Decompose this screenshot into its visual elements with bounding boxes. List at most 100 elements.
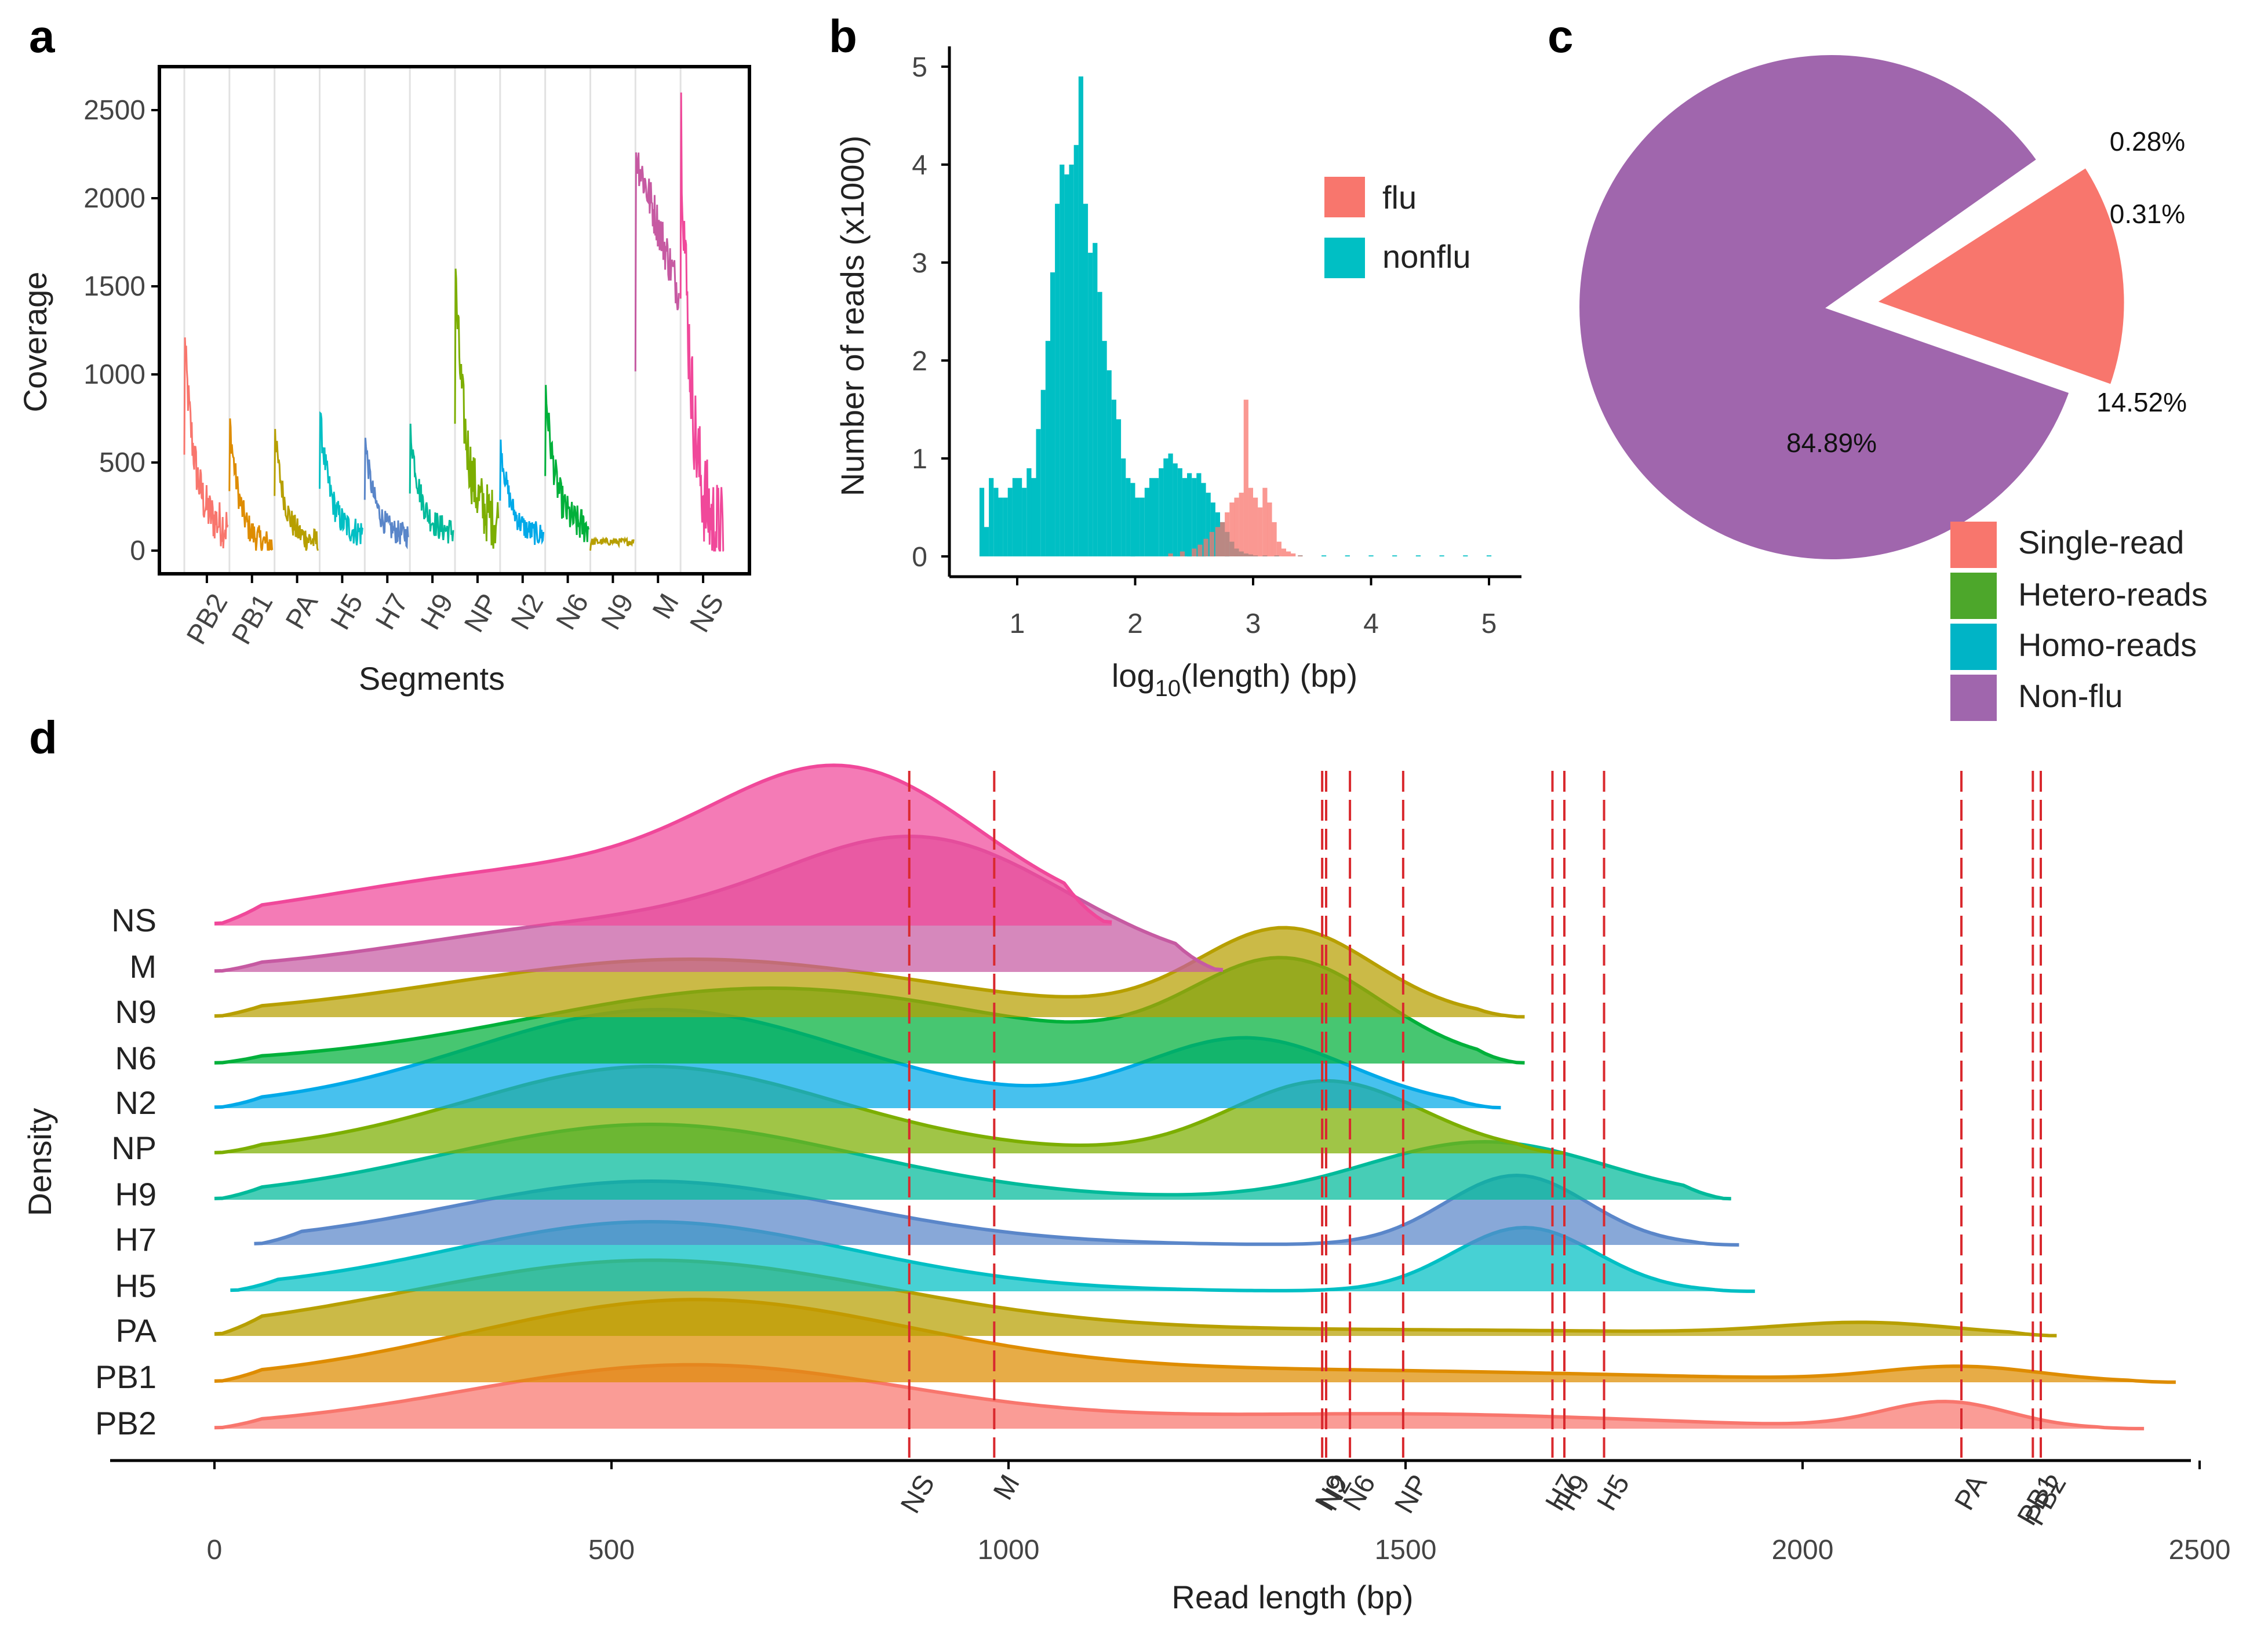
coverage-line-ns	[679, 92, 725, 552]
coverage-xtick-label-np: NP	[458, 589, 504, 638]
histogram-bar-nonflu	[1069, 165, 1074, 556]
histogram-bar-nonflu	[979, 487, 985, 556]
histogram-bar-nonflu	[1055, 203, 1060, 557]
coverage-x-title: Segments	[359, 660, 505, 697]
histogram-y-ticks: 0 1 2 3 4 5	[912, 52, 949, 573]
histogram-bar-nonflu	[1210, 502, 1215, 556]
histogram-bar-flu	[1262, 487, 1268, 556]
coverage-xtick-label-pa: PA	[280, 589, 324, 635]
histogram-bar-flu	[1203, 538, 1208, 556]
legend-label-single-read: Single-read	[2018, 524, 2184, 560]
histogram-bar-nonflu	[1088, 253, 1093, 557]
histogram-bar-flu	[1215, 527, 1220, 556]
histogram-bar-flu	[1197, 544, 1203, 556]
histogram-bar-nonflu	[1045, 341, 1050, 556]
coverage-xtick-label-h9: H9	[415, 589, 460, 635]
histogram-bar-nonflu	[1026, 468, 1032, 556]
ridge-area-n9	[214, 927, 1525, 1017]
ridgeline-xtick-label: 0	[207, 1535, 223, 1565]
histogram-bar-nonflu	[1192, 478, 1197, 556]
ridgeline-xtick-label: 1500	[1375, 1535, 1437, 1565]
histogram-bar-nonflu	[1177, 468, 1182, 556]
coverage-gridlines	[183, 67, 682, 574]
read-class-pie: 0.28% 0.31% 14.52% 84.89% Single-read He…	[1574, 49, 2208, 721]
ridge-line-n9	[214, 926, 1525, 1019]
panel-label-c: c	[1548, 10, 1574, 62]
coverage-line-n2	[499, 439, 545, 545]
ridge-row-label-m: M	[129, 948, 156, 985]
reference-label-ns: NS	[895, 1470, 941, 1519]
ridgeline-xtick-label: 1000	[978, 1535, 1040, 1565]
histogram-bar-nonflu	[1486, 555, 1492, 556]
pie-label-nonflu: 84.89%	[1786, 428, 1877, 458]
coverage-xtick-label-h7: H7	[370, 589, 414, 635]
ridgeline-x-title: Read length (bp)	[1171, 1579, 1413, 1615]
ridgeline-xtick-label: 2000	[1772, 1535, 1834, 1565]
coverage-line-pb2	[183, 337, 229, 549]
histogram-bar-nonflu	[1003, 497, 1008, 556]
histogram-bar-nonflu	[989, 478, 994, 556]
histogram-bar-nonflu	[1126, 478, 1131, 556]
legend-key-homo-reads	[1950, 624, 1997, 670]
legend-label-non-flu: Non-flu	[2018, 678, 2123, 714]
histogram-bar-flu	[1168, 553, 1173, 556]
histogram-bar-nonflu	[1031, 478, 1036, 556]
histogram-bar-nonflu	[1111, 399, 1116, 556]
histogram-bar-nonflu	[1149, 478, 1155, 556]
histogram-bar-nonflu	[1060, 165, 1065, 556]
histogram-bar-nonflu	[1154, 478, 1159, 556]
histogram-bar-flu	[1267, 502, 1272, 556]
ridge-row-label-n9: N9	[115, 993, 156, 1030]
histogram-bar-nonflu	[1201, 483, 1206, 557]
legend-label-homo-reads: Homo-reads	[2018, 627, 2197, 663]
histogram-bar-flu	[1229, 502, 1235, 556]
histogram-bar-nonflu	[1439, 555, 1444, 556]
ridgeline-xtick-label: 500	[588, 1535, 635, 1565]
histogram-bar-nonflu	[1159, 468, 1164, 556]
panel-label-d: d	[29, 712, 57, 763]
legend-key-single-read	[1950, 522, 1997, 568]
histogram-bar-nonflu	[1106, 370, 1112, 556]
histogram-bar-flu	[1239, 493, 1244, 556]
histogram-bar-nonflu	[1017, 478, 1022, 556]
legend-label-nonflu: nonflu	[1382, 238, 1471, 275]
histogram-bar-flu	[1179, 551, 1185, 556]
ridge-row-label-pb2: PB2	[95, 1405, 156, 1441]
histogram-bar-nonflu	[1121, 458, 1126, 556]
histogram-bar-nonflu	[1007, 487, 1013, 556]
histogram-legend: flu nonflu	[1324, 177, 1471, 278]
reference-label-np: NP	[1389, 1470, 1435, 1519]
histogram-bar-flu	[1253, 497, 1258, 556]
ridge-row-label-h9: H9	[115, 1176, 156, 1212]
pie-label-single: 14.52%	[2096, 387, 2187, 417]
histogram-bar-nonflu	[993, 487, 999, 556]
histogram-bar-nonflu	[1196, 473, 1202, 557]
coverage-ytick-label: 1000	[83, 359, 145, 390]
histogram-bar-nonflu	[1012, 478, 1017, 556]
histogram-bar-flu	[1220, 522, 1225, 556]
histogram-bar-flu	[1276, 541, 1282, 556]
ridgeline-densities	[214, 763, 2176, 1430]
legend-label-hetero-reads: Hetero-reads	[2018, 576, 2208, 613]
coverage-xtick-label-n2: N2	[505, 589, 550, 635]
histogram-bar-flu	[1258, 507, 1263, 556]
histogram-bar-flu	[1209, 531, 1214, 557]
coverage-y-ticks: 0 500 1000 1500 2000 2500	[83, 95, 159, 566]
coverage-line-n9	[589, 536, 635, 551]
ridge-row-label-h7: H7	[115, 1221, 156, 1258]
histogram-bar-nonflu	[1093, 243, 1098, 556]
coverage-xtick-label-pb1: PB1	[226, 589, 279, 650]
coverage-line-h7	[363, 438, 409, 549]
histogram-bar-flu	[1272, 522, 1277, 556]
panel-label-b: b	[829, 10, 857, 62]
histogram-bar-nonflu	[1368, 555, 1374, 556]
histogram-bar-nonflu	[1083, 203, 1089, 557]
length-histogram: 0 1 2 3 4 5 1 2 3 4 5 log10(length) (bp) Number o…	[834, 46, 1521, 701]
histogram-bar-flu	[1281, 548, 1286, 556]
histogram-bar-nonflu	[1140, 497, 1145, 556]
histogram-bar-nonflu	[1130, 483, 1135, 557]
coverage-xtick-label-h5: H5	[325, 589, 369, 635]
pie-slices	[1574, 49, 2130, 565]
